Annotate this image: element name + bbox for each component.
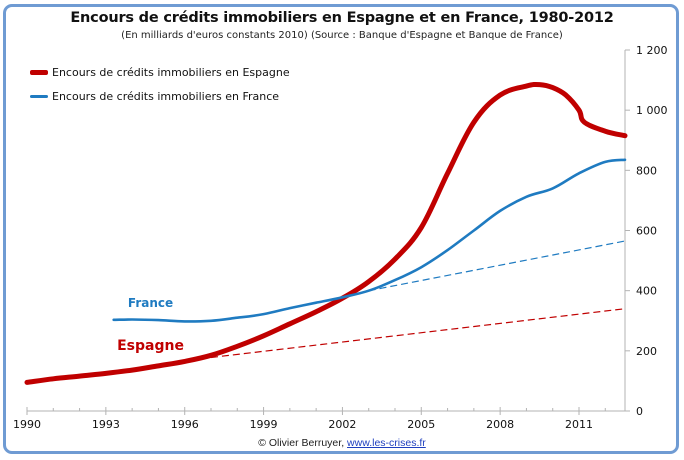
x-tick-label: 2008 xyxy=(486,418,514,431)
y-tick-label: 600 xyxy=(636,225,657,238)
series-line-france xyxy=(112,158,627,323)
chart-frame xyxy=(3,4,679,454)
y-tick-label: 200 xyxy=(636,345,657,358)
x-tick-label: 2005 xyxy=(407,418,435,431)
x-tick-label: 1999 xyxy=(250,418,278,431)
annotation-espagne: Espagne xyxy=(117,338,184,354)
trend-line-spain xyxy=(210,308,626,359)
annotation-france: France xyxy=(128,296,173,310)
legend: Encours de crédits immobiliers en Espagn… xyxy=(30,60,290,108)
series-line-spain xyxy=(24,81,628,385)
x-tick-label: 1996 xyxy=(171,418,199,431)
credit-link[interactable]: www.les-crises.fr xyxy=(347,437,426,449)
legend-item-spain: Encours de crédits immobiliers en Espagn… xyxy=(30,60,290,84)
legend-swatch-france xyxy=(30,94,48,98)
y-tick-label: 400 xyxy=(636,285,657,298)
y-tick-label: 800 xyxy=(636,164,657,177)
credit-line: © Olivier Berruyer, www.les-crises.fr xyxy=(0,437,684,449)
x-tick-label: 1993 xyxy=(92,418,120,431)
y-tick-label: 1 200 xyxy=(636,44,668,57)
y-tick-label: 1 000 xyxy=(636,104,668,117)
x-tick-label: 1990 xyxy=(13,418,41,431)
legend-swatch-spain xyxy=(30,69,48,75)
x-tick-label: 2011 xyxy=(565,418,593,431)
chart-subtitle: (En milliards d'euros constants 2010) (S… xyxy=(121,30,563,41)
axes xyxy=(26,49,630,415)
labels-group: 1990 1993 1996 1999 2002 2005 2008 2011 0 200 400 6… xyxy=(13,44,668,431)
chart-title: Encours de crédits immobiliers en Espagn… xyxy=(70,10,614,26)
legend-label-spain: Encours de crédits immobiliers en Espagn… xyxy=(52,65,290,79)
legend-label-france: Encours de crédits immobiliers en France xyxy=(52,89,280,103)
credit-text: © Olivier Berruyer, xyxy=(258,437,348,449)
legend-item-france: Encours de crédits immobiliers en France xyxy=(30,84,290,108)
y-tick-label: 0 xyxy=(636,405,643,418)
series-group xyxy=(24,81,628,385)
x-tick-label: 2002 xyxy=(328,418,356,431)
